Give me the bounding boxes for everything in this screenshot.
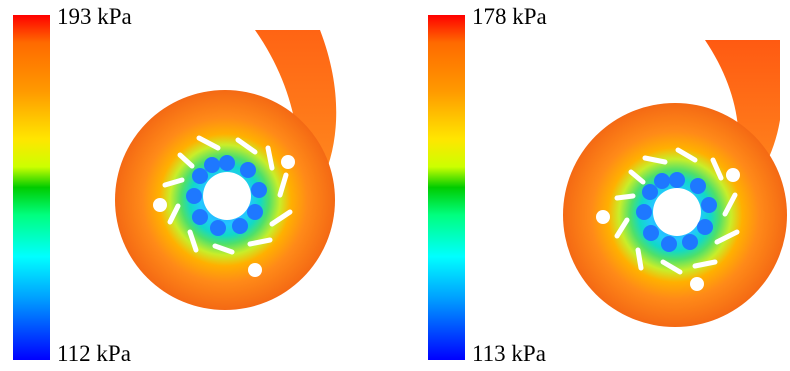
impeller-eye (653, 188, 701, 236)
pump-pressure-contour-left (115, 30, 337, 310)
colorbar-min-label-left: 112 kPa (57, 341, 131, 366)
pressure-contour-panel-right: 178 kPa 113 kPa (395, 0, 790, 371)
colorbar-right (428, 15, 465, 360)
pressure-contour-panel-left: 193 kPa 112 kPa (13, 4, 337, 366)
impeller-eye (203, 172, 251, 220)
colorbar-left (13, 15, 50, 360)
bolt-holes (153, 155, 295, 277)
impeller-blades (186, 155, 267, 236)
bolt-holes (596, 168, 740, 291)
pump-pressure-contour-right (563, 40, 787, 327)
diffuser-vanes (614, 147, 740, 275)
colorbar-max-label-right: 178 kPa (472, 4, 547, 29)
colorbar-max-label-left: 193 kPa (57, 4, 132, 29)
colorbar-min-label-right: 113 kPa (472, 341, 546, 366)
diffuser-vanes (162, 135, 293, 255)
impeller-blades (636, 172, 717, 252)
